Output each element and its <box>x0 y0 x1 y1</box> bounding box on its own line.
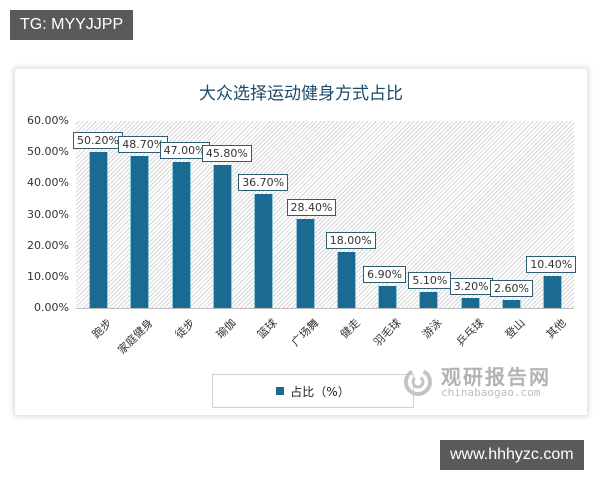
watermark-en: chinabaogao.com <box>441 386 541 399</box>
bar-10 <box>461 298 479 308</box>
y-tick-label: 60.00% <box>27 114 69 127</box>
y-tick-label: 50.00% <box>27 145 69 159</box>
x-tick-label: 跑步 <box>89 316 115 342</box>
bar-1 <box>90 151 107 308</box>
x-tick-label: 广场舞 <box>288 316 322 349</box>
x-tick-label: 篮球 <box>255 316 280 342</box>
y-tick-label: 40.00% <box>27 176 69 190</box>
y-tick-label: 10.00% <box>27 269 69 283</box>
data-label: 6.90% <box>363 266 407 284</box>
x-tick-label: 健走 <box>337 316 363 342</box>
chart-card: 大众选择运动健身方式占比 0.00% 10.00% 20.00% 30.00% 40.0… <box>14 68 588 416</box>
legend: 占比（%） <box>212 374 414 408</box>
data-label: 2.60% <box>490 279 533 297</box>
data-label: 5.10% <box>408 272 452 290</box>
watermark-cn: 观研报告网 <box>441 365 551 389</box>
x-tick-label: 乒乓球 <box>453 316 487 349</box>
y-tick-label: 20.00% <box>27 238 69 252</box>
bar-9 <box>420 292 438 308</box>
x-axis-line <box>76 308 574 309</box>
data-label: 28.40% <box>286 199 337 217</box>
data-label: 18.00% <box>325 231 376 249</box>
data-label: 3.20% <box>449 278 493 296</box>
x-tick-label: 其他 <box>544 316 569 342</box>
bar-12 <box>544 275 562 308</box>
swirl-logo-icon <box>404 368 432 396</box>
bar-7 <box>337 251 355 308</box>
bottom-right-tag: www.hhhyzc.com <box>440 440 584 470</box>
bar-8 <box>379 286 397 308</box>
x-tick-label: 家庭健身 <box>115 316 156 357</box>
legend-label: 占比（%） <box>290 384 350 399</box>
legend-swatch-icon <box>276 387 285 395</box>
chart-title: 大众选择运动健身方式占比 <box>199 84 403 104</box>
y-tick-label: 30.00% <box>27 207 69 221</box>
data-label: 47.00% <box>159 141 210 159</box>
data-label: 48.70% <box>118 136 169 154</box>
x-tick-label: 羽毛球 <box>371 316 404 349</box>
x-tick-label: 徒步 <box>172 316 198 342</box>
bar-4 <box>213 165 231 308</box>
bar-11 <box>503 299 520 308</box>
x-tick-label: 游泳 <box>420 316 446 342</box>
data-label: 45.80% <box>201 145 252 163</box>
data-label: 36.70% <box>238 173 289 191</box>
data-label: 10.40% <box>526 255 577 273</box>
watermark: 观研报告网 chinabaogao.com <box>403 361 583 405</box>
bar-5 <box>255 193 273 308</box>
bar-2 <box>131 156 149 308</box>
bar-3 <box>172 161 190 308</box>
bar-6 <box>296 219 314 308</box>
x-tick-label: 瑜伽 <box>213 316 239 342</box>
data-label: 50.20% <box>73 131 123 149</box>
x-tick-label: 登山 <box>502 316 528 342</box>
y-tick-label: 0.00% <box>34 301 69 314</box>
top-left-tag: TG: MYYJJPP <box>10 10 134 40</box>
